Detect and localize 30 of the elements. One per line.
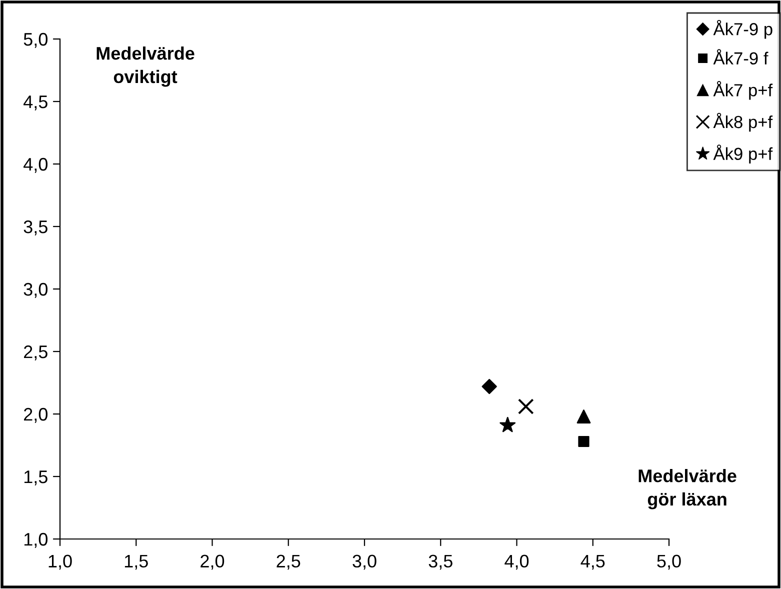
y-tick-label: 3,5	[24, 220, 48, 236]
y-tick-label: 2,0	[24, 408, 48, 423]
y-tick-label: 2,5	[24, 345, 48, 360]
x-axis-title: Medelvärde gör läxan	[638, 469, 736, 510]
x-tick-label: 2,0	[200, 554, 224, 570]
x-tick-label: 2,5	[276, 554, 300, 570]
legend-label: Åk9 p+f	[713, 144, 773, 164]
x-tick-label: 1,0	[48, 554, 72, 570]
x-tick-label: 4,0	[504, 554, 529, 570]
y-tick-label: 1,5	[24, 470, 48, 486]
point	[578, 436, 590, 448]
legend-label: Åk7-9 f	[713, 49, 768, 65]
y-tick-label: 4,5	[24, 96, 48, 110]
y-tick-label: 3,0	[24, 282, 48, 298]
x-tick-label: 3,5	[428, 554, 452, 570]
x-tick-label: 4,5	[580, 554, 605, 570]
y-axis-title: Medelvärde oviktigt	[96, 46, 194, 87]
legend-label: Åk7-9 p	[713, 20, 772, 39]
x-tick-label: 5,0	[657, 554, 681, 570]
x-tick-label: 3,0	[352, 554, 376, 570]
point	[518, 398, 534, 414]
x-tick-label: 1,5	[124, 554, 148, 570]
legend-label: Åk8 p+f	[713, 112, 773, 132]
y-tick-label: 5,0	[24, 32, 48, 48]
y-tick-label: 4,0	[24, 158, 48, 173]
y-tick-label: 1,0	[24, 532, 48, 548]
legend-label: Åk7 p+f	[713, 80, 773, 100]
point	[482, 378, 497, 394]
point	[500, 416, 516, 432]
point	[576, 410, 591, 424]
